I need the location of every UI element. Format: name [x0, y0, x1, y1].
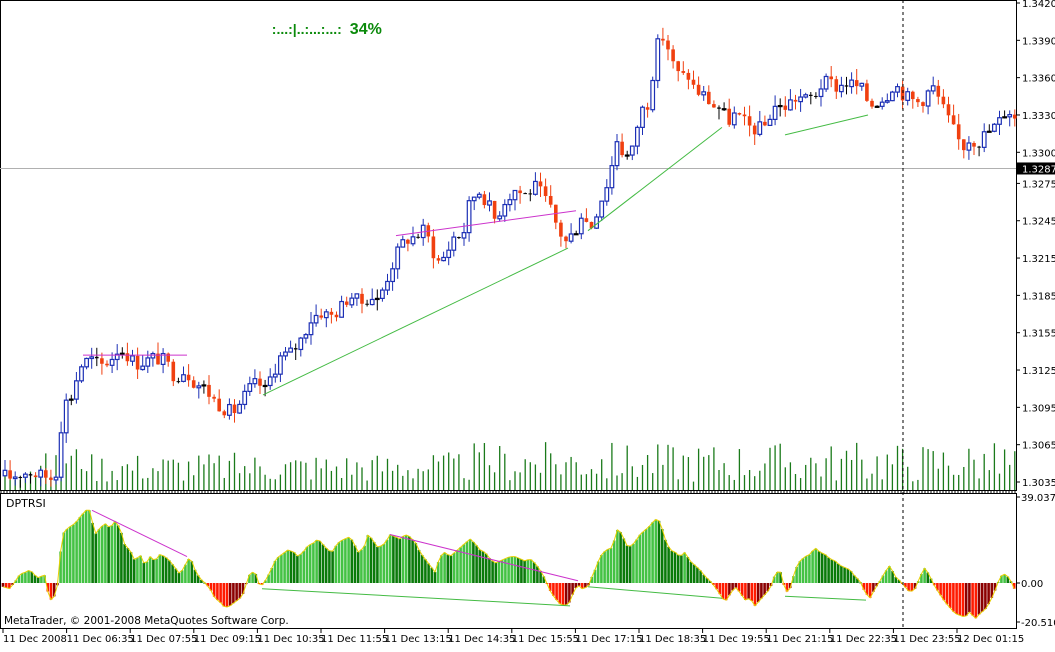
price-tick-label: 1.3125	[1022, 366, 1055, 377]
magenta-divergence-line[interactable]	[389, 534, 579, 582]
green-divergence-line[interactable]	[784, 595, 867, 601]
price-tick-label: 1.3360	[1022, 74, 1055, 85]
price-trendlines[interactable]	[83, 114, 869, 396]
time-tick-label: 11 Dec 11:55	[321, 634, 388, 645]
price-tick-label: 1.3185	[1022, 291, 1055, 302]
green-divergence-line[interactable]	[587, 586, 723, 599]
indicator-trendlines[interactable]	[91, 509, 867, 607]
price-tick-label: 1.3245	[1022, 217, 1055, 228]
time-tick-label: 11 Dec 09:15	[194, 634, 261, 645]
indicator-tick-label: 0.00	[1021, 579, 1043, 590]
price-tick-label: 1.3215	[1022, 254, 1055, 265]
price-tick-label: 1.3300	[1022, 148, 1055, 159]
time-tick-label: 11 Dec 07:55	[130, 634, 197, 645]
price-tick-label: 1.3155	[1022, 329, 1055, 340]
time-tick-label: 11 Dec 06:35	[67, 634, 134, 645]
time-tick-label: 11 Dec 17:15	[575, 634, 642, 645]
price-tick-label: 1.3390	[1022, 36, 1055, 47]
time-tick-label: 11 Dec 13:15	[385, 634, 452, 645]
dptrsi-histogram	[1, 509, 1016, 619]
time-tick-label: 11 Dec 10:35	[257, 634, 324, 645]
green-trendline[interactable]	[784, 114, 869, 136]
price-tick-label: 1.3330	[1022, 111, 1055, 122]
magenta-trendline[interactable]	[395, 210, 577, 237]
time-tick-label: 11 Dec 23:55	[893, 634, 960, 645]
indicator-tick-label: -20.5108	[1021, 618, 1055, 629]
indicator-name: DPTRSI	[6, 497, 46, 510]
green-divergence-line[interactable]	[261, 588, 571, 607]
price-tick-label: 1.3035	[1022, 478, 1055, 489]
price-tick-label: 1.3065	[1022, 441, 1055, 452]
progress-percent: 34%	[349, 21, 382, 38]
volume-bars	[4, 442, 1016, 490]
magenta-divergence-line[interactable]	[91, 509, 188, 558]
time-tick-label: 11 Dec 18:35	[639, 634, 706, 645]
price-axis[interactable]: 1.3420 1.3390 1.3360 1.3330 1.3300 1.3275 1.32…	[1016, 0, 1055, 489]
current-price-label: 1.3287	[1022, 164, 1055, 175]
main-price-pane[interactable]	[0, 0, 1017, 491]
time-tick-label: 11 Dec 15:55	[512, 634, 579, 645]
indicator-axis[interactable]: 39.0377 0.00 -20.5108	[1016, 493, 1055, 629]
green-trendline[interactable]	[262, 247, 569, 396]
price-tick-label: 1.3095	[1022, 403, 1055, 414]
dptrsi-line	[2, 509, 1015, 619]
time-tick-label: 11 Dec 14:35	[448, 634, 515, 645]
price-tick-label: 1.3275	[1022, 179, 1055, 190]
current-price-badge	[1017, 162, 1055, 175]
time-tick-label: 12 Dec 01:15	[957, 634, 1024, 645]
time-tick-label: 11 Dec 19:55	[703, 634, 770, 645]
price-tick-label: 1.3420	[1022, 0, 1055, 10]
time-tick-label: 11 Dec 2008	[3, 634, 67, 645]
indicator-tick-label: 39.0377	[1021, 493, 1055, 504]
copyright-text: MetaTrader, © 2001-2008 MetaQuotes Softw…	[4, 615, 289, 627]
time-tick-label: 11 Dec 22:35	[830, 634, 897, 645]
progress-dots: :...:|..:...:...:	[271, 21, 342, 37]
bar-timer-progress: :...:|..:...:...: 34%	[254, 3, 382, 57]
green-trendline[interactable]	[587, 127, 723, 232]
candlesticks	[2, 27, 1017, 488]
time-tick-label: 11 Dec 21:15	[766, 634, 833, 645]
